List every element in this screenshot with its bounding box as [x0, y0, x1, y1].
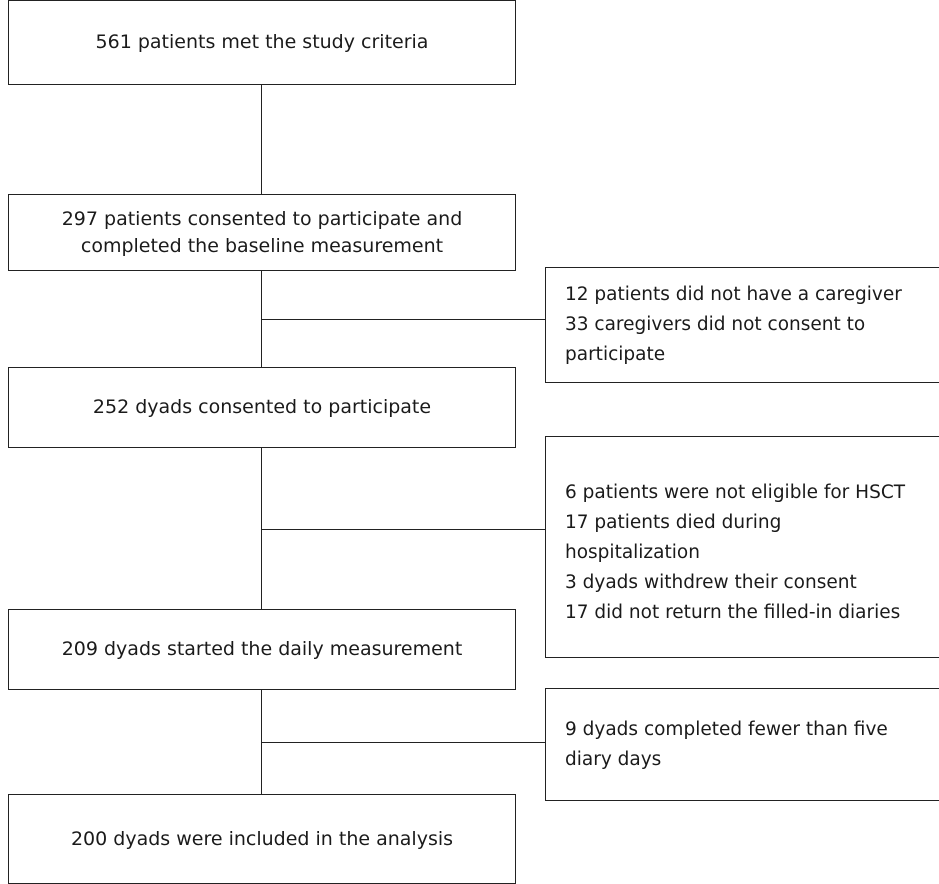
- step-text: 297 patients consented to participate an…: [61, 207, 463, 257]
- exclusion-box-diary-days: 9 dyads completed fewer than five diary …: [545, 688, 939, 801]
- exclusion-line: 33 caregivers did not consent to: [565, 314, 866, 335]
- exclusion-box-attrition: 6 patients were not eligible for HSCT 17…: [545, 436, 939, 658]
- step-text: 200 dyads were included in the analysis: [70, 827, 454, 850]
- exclusion-line: 17 patients died during: [565, 512, 782, 533]
- exclusion-line: hospitalization: [565, 542, 700, 563]
- step-box-baseline: 297 patients consented to participate an…: [8, 194, 516, 271]
- exclusion-line: diary days: [565, 748, 662, 770]
- connector-step3-step4: [261, 447, 262, 610]
- exclusion-line: 6 patients were not eligible for HSCT: [565, 482, 906, 503]
- step-text: 561 patients met the study criteria: [95, 31, 429, 53]
- exclusion-line: participate: [565, 344, 666, 365]
- step-text: 209 dyads started the daily measurement: [61, 638, 463, 660]
- connector-step1-step2: [261, 84, 262, 195]
- step-text: 252 dyads consented to participate: [92, 396, 432, 418]
- connector-step2-step3: [261, 270, 262, 368]
- branch-connector-exclusion1: [262, 319, 546, 320]
- exclusion-line: 12 patients did not have a caregiver: [565, 284, 902, 305]
- exclusion-line: 9 dyads completed fewer than five: [565, 718, 888, 740]
- exclusion-line: 3 dyads withdrew their consent: [565, 572, 857, 593]
- step-box-daily-measurement: 209 dyads started the daily measurement: [8, 609, 516, 690]
- exclusion-box-caregivers: 12 patients did not have a caregiver 33 …: [545, 267, 939, 383]
- connector-step4-step5: [261, 689, 262, 795]
- branch-connector-exclusion2: [262, 529, 546, 530]
- step-box-study-criteria: 561 patients met the study criteria: [8, 0, 516, 85]
- branch-connector-exclusion3: [262, 742, 546, 743]
- step-box-dyads-consented: 252 dyads consented to participate: [8, 367, 516, 448]
- exclusion-line: 17 did not return the filled-in diaries: [565, 602, 901, 623]
- step-box-analysis: 200 dyads were included in the analysis: [8, 794, 516, 884]
